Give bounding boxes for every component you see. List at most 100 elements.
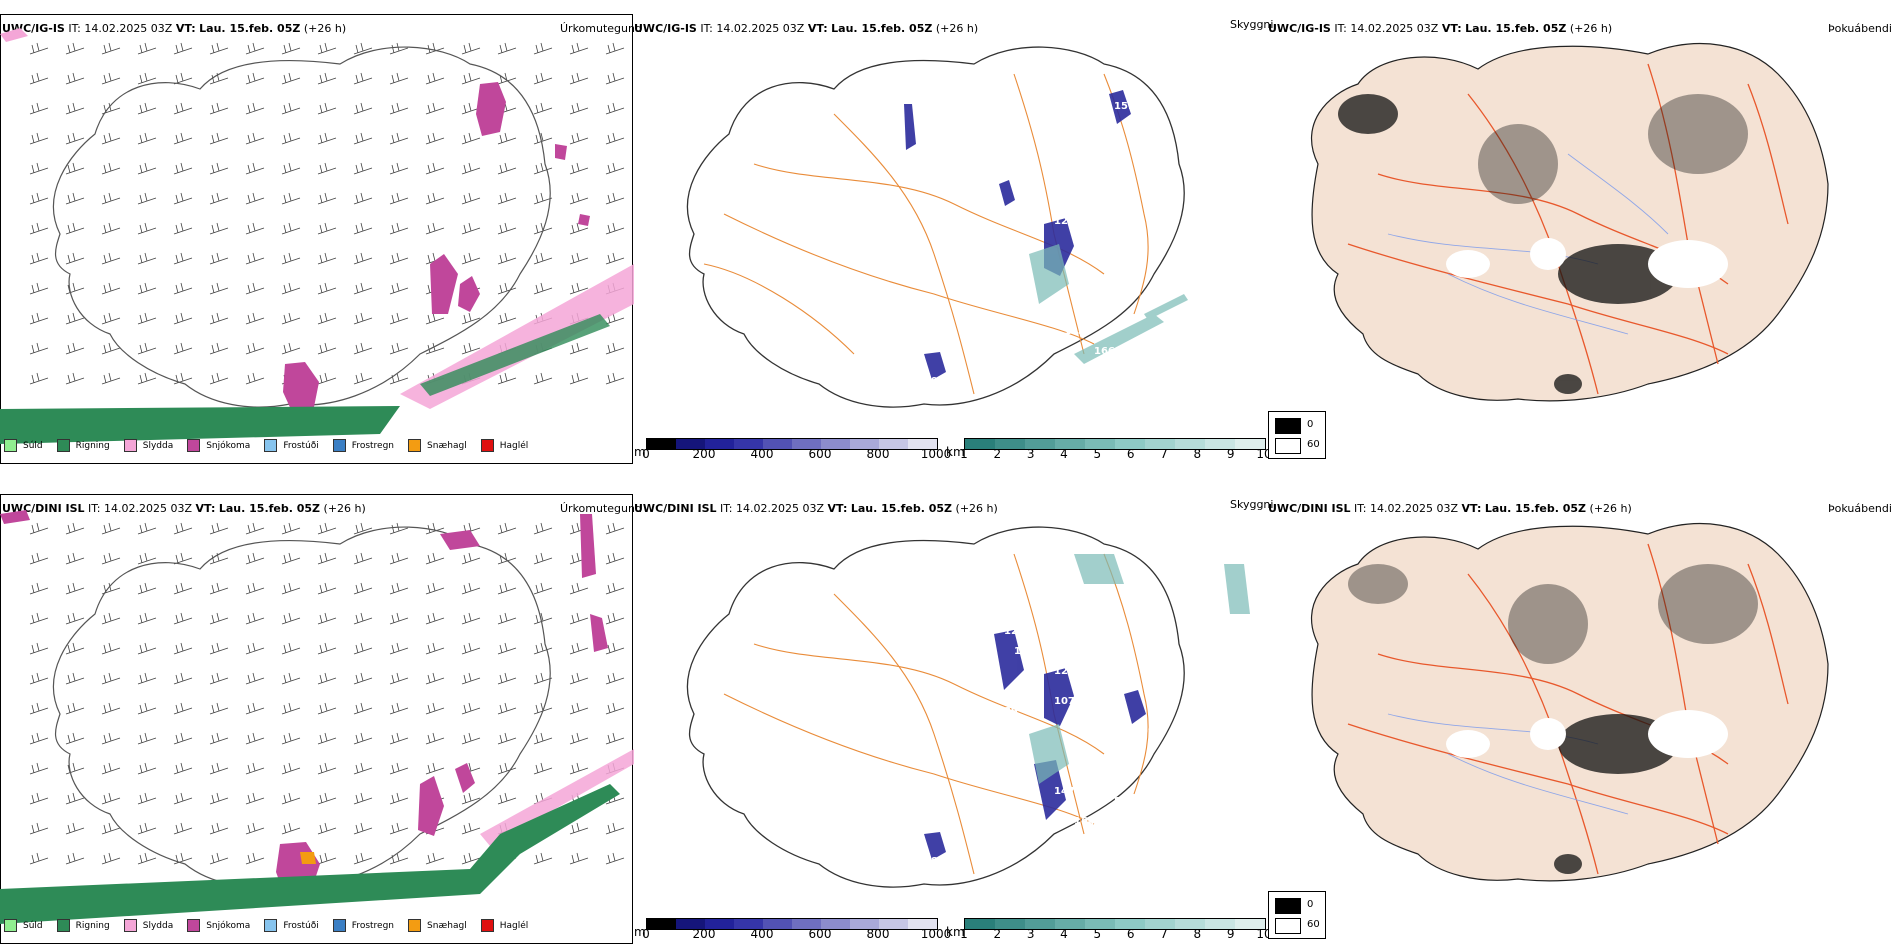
wind-barb xyxy=(281,822,301,835)
colorbar-segment xyxy=(763,919,792,929)
wind-barb xyxy=(353,822,373,835)
colorbar-tick: 0 xyxy=(642,927,650,941)
wind-barb xyxy=(425,132,445,145)
wind-barb xyxy=(101,522,121,535)
wind-barb xyxy=(101,342,121,355)
wind-barb xyxy=(209,732,229,745)
cloud-base-label: 166 xyxy=(1134,546,1155,557)
wind-barb xyxy=(173,792,193,805)
wind-barb xyxy=(173,162,193,175)
wind-barb xyxy=(569,162,589,175)
wind-barb xyxy=(569,282,589,295)
wind-barb xyxy=(245,702,265,715)
wind-barb xyxy=(29,132,49,145)
colorbar-tick: 5 xyxy=(1093,927,1102,941)
wind-barb xyxy=(209,132,229,145)
colorbar-tick: 5 xyxy=(1093,447,1102,461)
wind-barb xyxy=(497,672,517,685)
colorbar-tick: 6 xyxy=(1126,927,1135,941)
wind-barb xyxy=(605,852,625,865)
wind-barb xyxy=(389,822,409,835)
wind-barb xyxy=(65,102,85,115)
wind-barb xyxy=(389,252,409,265)
wind-barb xyxy=(497,372,517,385)
legend-item: Frostúði xyxy=(264,919,319,932)
cloud-base-label: 166 xyxy=(1094,346,1115,357)
colorbar-segment xyxy=(792,919,821,929)
wind-barb xyxy=(461,642,481,655)
legend-swatch xyxy=(4,439,17,452)
wind-barb xyxy=(65,132,85,145)
wind-barb xyxy=(461,792,481,805)
wind-barb xyxy=(497,252,517,265)
wind-barb xyxy=(389,372,409,385)
cloud-base-label: 116 xyxy=(1084,546,1105,557)
wind-barb xyxy=(281,612,301,625)
wind-barb xyxy=(389,132,409,145)
wind-barb xyxy=(317,552,337,565)
legend-item: Slydda xyxy=(123,439,173,452)
legend-swatch xyxy=(187,439,201,452)
colorbar-tick: 1000 xyxy=(920,927,952,941)
wind-barb xyxy=(497,222,517,235)
colorbar-tick: 200 xyxy=(692,927,716,941)
legend-item: Haglél xyxy=(480,919,528,932)
colorbar-tick: 7 xyxy=(1160,447,1168,461)
wind-barb xyxy=(209,672,229,685)
legend-item: Frostúði xyxy=(264,439,319,452)
wind-barb xyxy=(605,522,625,535)
wind-barb xyxy=(173,852,193,865)
cloud-base-label: 12 xyxy=(1054,216,1068,227)
wind-barb xyxy=(353,552,373,565)
colorbar-segment xyxy=(850,439,879,449)
wind-barb xyxy=(317,282,337,295)
wind-barb xyxy=(173,582,193,595)
wind-barb xyxy=(137,72,157,85)
legend-swatch xyxy=(408,439,422,452)
colorbar-segment xyxy=(965,919,995,929)
legend-label: Súld xyxy=(23,920,43,931)
wind-barb xyxy=(497,582,517,595)
wind-barb xyxy=(65,822,85,835)
colorbar-segment xyxy=(821,919,850,929)
fog-legend-swatch-black xyxy=(1275,418,1301,434)
wind-barb xyxy=(245,552,265,565)
cloud-base-label: 244 xyxy=(1074,136,1095,147)
wind-barb xyxy=(461,552,481,565)
km-colorbar xyxy=(964,918,1266,930)
wind-barb xyxy=(209,522,229,535)
wind-barb xyxy=(389,162,409,175)
wind-barb xyxy=(173,372,193,385)
fog-legend: 0 60 xyxy=(1268,411,1326,459)
wind-barb xyxy=(245,582,265,595)
legend-swatch xyxy=(332,919,346,932)
wind-barb xyxy=(317,792,337,805)
wind-barb xyxy=(605,72,625,85)
colorbar-segment xyxy=(879,439,908,449)
wind-barb xyxy=(137,672,157,685)
wind-barb xyxy=(353,852,373,865)
colorbar-tick: 3 xyxy=(1026,927,1035,941)
wind-barb xyxy=(29,852,49,865)
m-bar-unit: m xyxy=(634,925,646,939)
wind-barb xyxy=(569,222,589,235)
colorbar-tick: 1 xyxy=(960,927,968,941)
wind-barb xyxy=(569,732,589,745)
wind-barb xyxy=(317,852,337,865)
cloud-base-label: 247 xyxy=(1124,746,1145,757)
legend-label: Snjókoma xyxy=(206,440,251,451)
wind-barb xyxy=(389,732,409,745)
colorbar-segment xyxy=(908,439,937,449)
colorbar-segment xyxy=(647,919,676,929)
wind-barb xyxy=(353,162,373,175)
colorbar-segment xyxy=(1025,439,1055,449)
wind-barb xyxy=(317,372,337,385)
wind-barb xyxy=(317,522,337,535)
wind-barb xyxy=(137,642,157,655)
cloud-map: 116 166 294 129 152 125 107 39 87 109 247 147 157 164… xyxy=(686,526,1250,897)
km-bar-unit: km xyxy=(946,925,965,939)
precip-legend: Súld Rigning Slydda Snjókoma Frostúði Frostre… xyxy=(4,439,542,452)
wind-barb xyxy=(425,762,445,775)
cloud-base-label: 39 xyxy=(1004,706,1018,717)
wind-barb xyxy=(209,552,229,565)
